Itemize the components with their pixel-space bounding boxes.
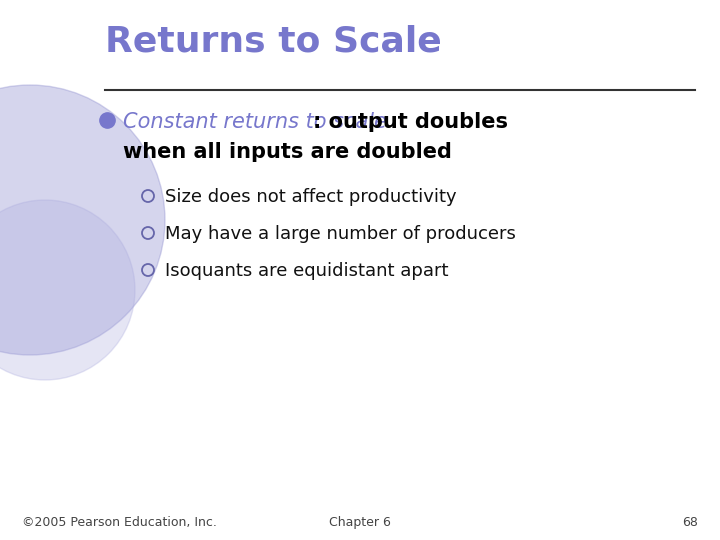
Text: Isoquants are equidistant apart: Isoquants are equidistant apart: [165, 262, 449, 280]
Text: : output doubles: : output doubles: [313, 112, 508, 132]
Text: when all inputs are doubled: when all inputs are doubled: [123, 142, 452, 162]
Text: ©2005 Pearson Education, Inc.: ©2005 Pearson Education, Inc.: [22, 516, 217, 529]
Text: Chapter 6: Chapter 6: [329, 516, 391, 529]
Text: 68: 68: [682, 516, 698, 529]
Circle shape: [0, 200, 135, 380]
Text: Size does not affect productivity: Size does not affect productivity: [165, 188, 456, 206]
Circle shape: [0, 85, 165, 355]
Text: Returns to Scale: Returns to Scale: [105, 25, 442, 59]
Text: Constant returns to scale: Constant returns to scale: [123, 112, 387, 132]
Text: May have a large number of producers: May have a large number of producers: [165, 225, 516, 243]
